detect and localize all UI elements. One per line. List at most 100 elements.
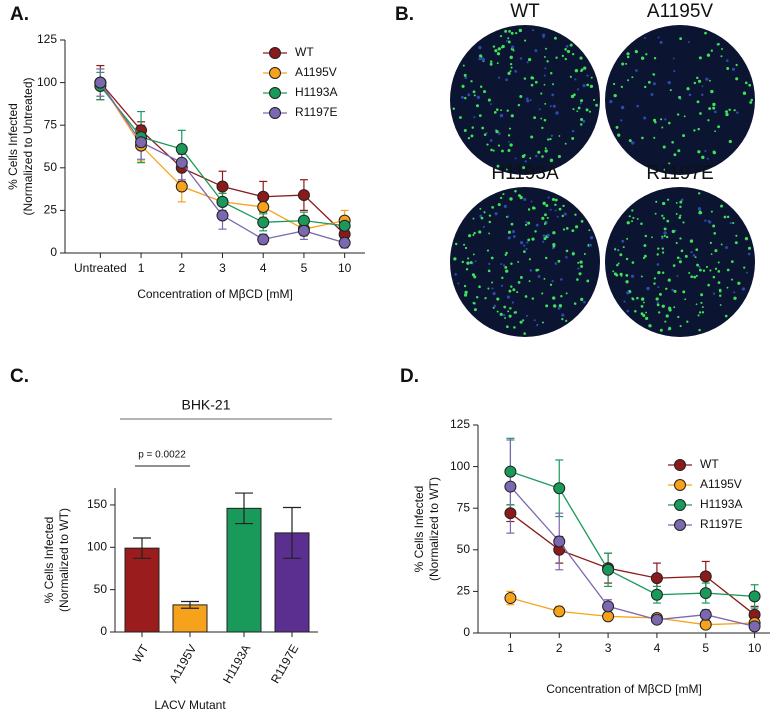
cell-dot (494, 212, 498, 216)
image-label: H1193A (491, 163, 559, 184)
cell-dot (478, 230, 482, 234)
cell-dot (710, 89, 714, 94)
cell-dot (656, 253, 659, 256)
cell-dot (664, 320, 667, 323)
cell-dot (615, 125, 619, 129)
cell-dot (491, 205, 495, 209)
x-tick-label: Untreated (74, 261, 127, 275)
nucleus-dot (726, 286, 729, 289)
cell-dot (534, 80, 538, 84)
cell-dot (551, 93, 555, 97)
cell-dot (496, 52, 501, 56)
cell-dot (586, 279, 590, 283)
cell-dot (467, 136, 471, 140)
nucleus-dot (626, 55, 630, 59)
nucleus-dot (677, 149, 681, 153)
cell-dot (475, 104, 479, 108)
cell-dot (705, 265, 709, 268)
cell-dot (514, 157, 517, 160)
cell-dot (529, 99, 532, 102)
cell-dot (657, 311, 661, 314)
cell-dot (673, 289, 677, 293)
nucleus-dot (566, 50, 570, 53)
y-tick-label: 0 (463, 625, 470, 639)
nucleus-dot (680, 249, 684, 253)
cell-dot (693, 275, 697, 279)
cell-dot (492, 149, 495, 152)
cell-dot (473, 94, 476, 97)
cell-dot (531, 76, 535, 80)
cell-dot (472, 233, 475, 237)
nucleus-dot (509, 70, 512, 73)
legend-marker (269, 47, 281, 59)
nucleus-dot (621, 62, 625, 66)
cell-dot (460, 95, 464, 99)
nucleus-dot (636, 296, 639, 300)
cell-dot (737, 281, 741, 285)
cell-dot (495, 108, 499, 111)
cell-dot (511, 45, 515, 49)
cell-dot (679, 205, 682, 209)
cell-dot (734, 241, 738, 245)
nucleus-dot (497, 132, 501, 135)
cell-dot (705, 77, 709, 81)
cell-dot (463, 73, 467, 77)
cell-dot (504, 265, 508, 269)
cell-dot (492, 292, 496, 296)
cell-dot (643, 244, 647, 247)
nucleus-dot (519, 240, 524, 245)
nucleus-dot (531, 297, 535, 300)
cell-dot (549, 158, 554, 163)
nucleus-dot (724, 314, 728, 318)
nucleus-dot (554, 198, 558, 202)
nucleus-dot (643, 37, 646, 39)
cell-dot (631, 76, 634, 79)
cell-dot (675, 212, 678, 215)
cell-dot (500, 284, 504, 287)
cell-dot (577, 261, 580, 264)
nucleus-dot (634, 49, 638, 54)
nucleus-dot (542, 33, 546, 37)
cell-dot (580, 123, 583, 126)
data-point (175, 156, 188, 169)
cell-dot (690, 250, 693, 254)
nucleus-dot (652, 73, 655, 76)
cell-dot (609, 100, 613, 104)
nucleus-dot (662, 145, 666, 149)
cell-dot (657, 36, 660, 39)
cell-dot (490, 256, 494, 260)
nucleus-dot (526, 61, 529, 64)
nucleus-dot (580, 99, 584, 103)
cell-dot (543, 237, 547, 241)
nucleus-dot (544, 149, 548, 153)
cell-dot (576, 278, 579, 281)
nucleus-dot (700, 301, 703, 305)
cell-dot (564, 142, 567, 145)
cell-dot (741, 287, 746, 291)
cell-dot (668, 326, 672, 331)
nucleus-dot (543, 118, 547, 122)
nucleus-dot (588, 110, 592, 113)
cell-dot (588, 243, 592, 247)
cell-dot (698, 328, 701, 332)
nucleus-dot (461, 84, 465, 88)
nucleus-dot (479, 207, 482, 210)
cell-dot (626, 237, 629, 240)
cell-dot (497, 203, 501, 207)
nucleus-dot (714, 267, 718, 270)
cell-dot (717, 261, 720, 264)
cell-dot (718, 288, 722, 292)
nucleus-dot (552, 244, 556, 248)
cell-dot (511, 301, 514, 304)
nucleus-dot (473, 231, 476, 235)
cell-dot (509, 55, 513, 59)
nucleus-dot (678, 216, 681, 219)
cell-dot (693, 81, 697, 85)
nucleus-dot (674, 229, 677, 232)
cell-dot (496, 164, 500, 168)
data-point (297, 224, 310, 237)
data-point (553, 605, 566, 618)
cell-dot (576, 88, 580, 91)
cell-dot (673, 153, 677, 157)
data-point (748, 590, 761, 603)
